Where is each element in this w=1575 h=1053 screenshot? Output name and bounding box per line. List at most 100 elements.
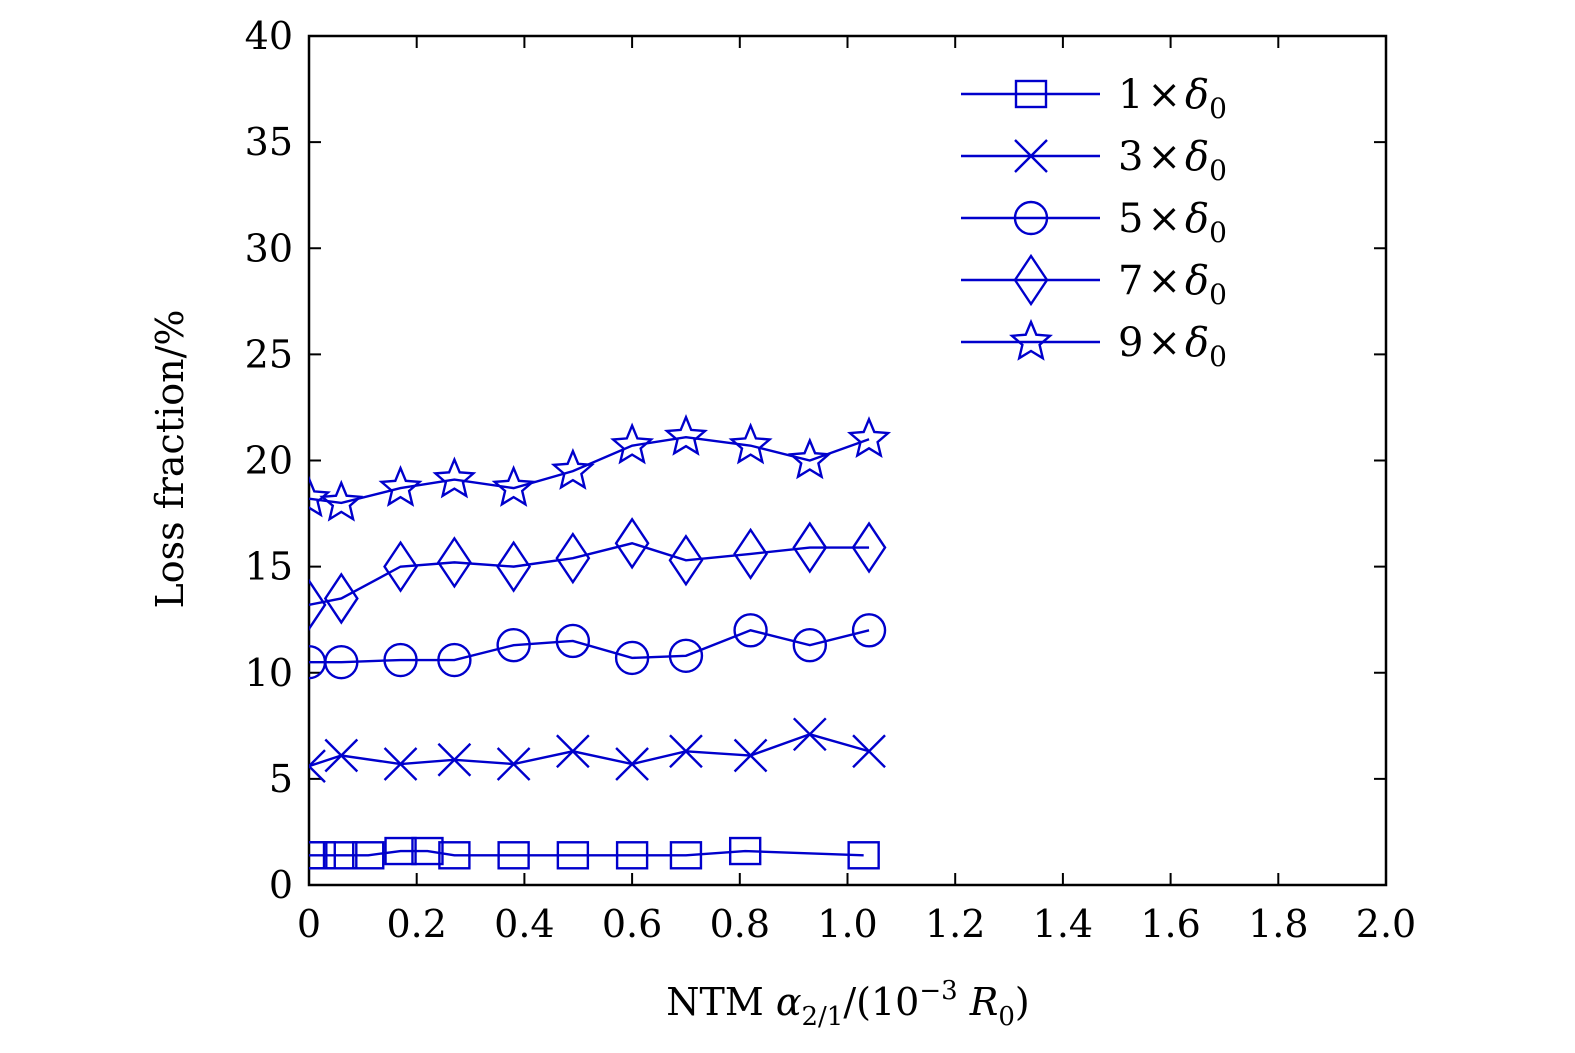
data-point [438,841,471,870]
series-line [309,629,870,664]
data-point [323,572,359,625]
legend-entry: 1 × δ0 [961,72,1227,125]
data-point [309,749,326,783]
data-point [733,613,768,648]
y-tick-label: 40 [245,14,293,58]
legend-marker [1009,318,1053,361]
data-point [847,416,892,459]
data-point [383,540,418,593]
legend: 1 × δ0 3 × δ0 5 × δ0 7 × δ0 9 × δ0 [961,72,1227,373]
x-tick-label: 1.6 [1140,902,1200,946]
legend-marker [1014,79,1048,109]
y-tick-label: 30 [245,226,293,270]
series-x [309,717,886,783]
data-point [614,640,650,676]
legend-label: 9 × δ0 [1118,320,1227,373]
data-point [663,414,708,456]
x-tick-label: 0.4 [494,902,554,946]
data-point [383,747,418,781]
y-tick-label: 20 [245,439,293,483]
series-layer [309,414,892,870]
legend-label: 7 × δ0 [1118,258,1227,311]
data-point [847,841,880,870]
data-point [309,475,331,518]
data-point [324,644,359,680]
data-point [432,456,477,499]
y-tick-label: 10 [245,651,293,695]
data-point [378,464,423,507]
data-point [669,841,703,870]
data-point [556,841,590,870]
data-point [437,642,472,678]
plot-frame: 0 0.2 0.4 0.6 0.8 1.0 1.2 1.4 1.6 1.8 2.0 0 5 10 15 20 2… [245,14,1417,946]
legend-entry: 5 × δ0 [961,196,1227,249]
data-point [309,578,327,631]
data-point [496,540,532,593]
series-diamond [309,517,887,631]
data-point [550,447,595,490]
data-point [610,422,655,465]
data-point [851,521,887,574]
data-point [437,742,472,777]
y-tick-label: 15 [245,545,293,589]
data-point [384,836,417,866]
series-star [309,414,892,522]
series-line [309,542,870,607]
data-point [325,841,358,870]
data-point [733,527,769,581]
data-point [496,627,531,663]
data-point [733,738,768,773]
data-point [309,841,326,870]
data-point [728,836,762,866]
x-tick-label: 1.4 [1033,902,1093,946]
x-tick-label: 0 [297,902,321,946]
legend-label: 3 × δ0 [1118,134,1227,187]
series-circle [309,613,887,680]
data-point [668,534,704,587]
data-point [436,536,472,589]
series-square [309,836,880,870]
legend-entry: 3 × δ0 [961,134,1227,187]
data-point [852,734,886,769]
y-tick-label: 25 [245,332,293,376]
x-tick-label: 1.2 [925,902,985,946]
data-point [728,422,773,465]
data-point [787,437,832,480]
data-point [668,638,704,673]
data-point [792,521,828,574]
legend-marker [1013,200,1049,236]
data-point [615,747,649,781]
data-point [411,836,444,866]
data-point [491,464,536,507]
data-point [555,531,591,585]
series-line [309,849,864,857]
data-point [614,517,650,570]
legend-label: 1 × δ0 [1118,72,1227,125]
y-tick-label: 5 [269,757,293,801]
data-point [383,642,418,678]
series-line [309,435,870,505]
data-point [555,623,591,659]
x-tick-label: 0.2 [386,902,446,946]
y-tick-label: 0 [269,863,293,907]
legend-entry: 7 × δ0 [961,253,1227,311]
x-tick-label: 1.0 [817,902,877,946]
data-point [792,717,827,752]
data-point [319,479,364,522]
data-point [497,841,530,870]
x-tick-label: 0.6 [602,902,662,946]
series-line [309,733,870,768]
y-axis-label: Loss fraction/% [148,309,192,608]
legend-marker [1014,139,1048,173]
x-tick-label: 2.0 [1356,902,1416,946]
data-point [496,747,531,781]
legend-entry: 9 × δ0 [961,318,1227,373]
data-point [792,627,828,663]
x-tick-label: 1.8 [1248,902,1308,946]
x-axis-label-text: NTM α2/1/(10−3 R0) [666,976,1030,1032]
data-point [615,841,649,870]
x-axis-label: NTM α2/1/(10−3 R0) [666,976,1030,1032]
data-point [669,734,703,769]
legend-marker [1013,253,1049,307]
